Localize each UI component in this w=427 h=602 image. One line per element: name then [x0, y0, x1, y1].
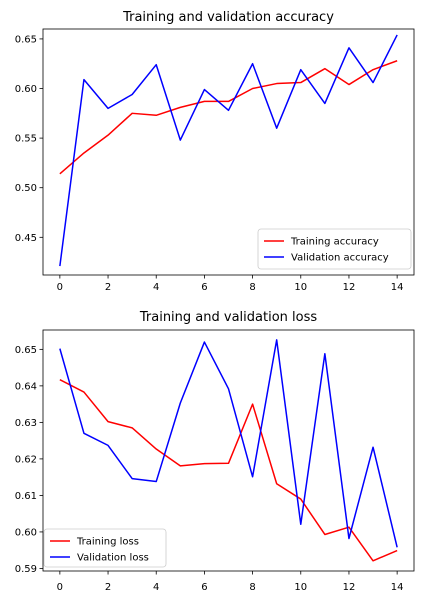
y-tick-label: 0.61	[15, 491, 37, 502]
y-tick-label: 0.45	[15, 233, 37, 244]
series-line-validation	[59, 34, 398, 267]
legend: Training accuracy Validation accuracy	[257, 228, 412, 270]
x-tick-label: 8	[249, 282, 255, 293]
chart-title: Training and validation loss	[139, 310, 317, 325]
y-tick-label: 0.50	[15, 183, 37, 194]
y-tick-label: 0.64	[15, 381, 37, 392]
y-tick-label: 0.60	[15, 527, 37, 538]
y-tick-label: 0.65	[15, 345, 37, 356]
plot-frame	[42, 28, 415, 276]
legend-label: Validation loss	[77, 553, 149, 564]
x-tick-label: 10	[294, 282, 307, 293]
x-tick-label: 2	[105, 282, 111, 293]
chart-accuracy: Training and validation accuracy 0 2 4 6 8 10 1…	[15, 10, 415, 293]
legend-label: Training loss	[76, 537, 139, 548]
x-tick-label: 14	[391, 282, 404, 293]
legend: Training loss Validation loss	[43, 528, 167, 568]
series-line-training	[59, 60, 398, 175]
chart-title: Training and validation accuracy	[122, 10, 334, 25]
x-tick-label: 0	[57, 282, 63, 293]
chart-loss: Training and validation loss 0 2 4 6 8 10 12 14 0…	[15, 310, 415, 593]
y-tick-label: 0.59	[15, 564, 37, 575]
x-tick-label: 4	[153, 582, 159, 593]
x-tick-label: 10	[294, 582, 307, 593]
legend-box	[43, 528, 167, 568]
y-tick-label: 0.63	[15, 418, 37, 429]
x-tick-label: 4	[153, 282, 159, 293]
x-tick-label: 6	[201, 282, 207, 293]
x-tick-label: 12	[343, 282, 356, 293]
x-tick-label: 2	[105, 582, 111, 593]
series-line-training	[59, 378, 398, 562]
x-tick-label: 6	[201, 582, 207, 593]
plot-frame	[42, 329, 415, 572]
y-tick-label: 0.62	[15, 454, 37, 465]
y-tick-label: 0.60	[15, 84, 37, 95]
x-tick-label: 0	[57, 582, 63, 593]
y-tick-label: 0.65	[15, 34, 37, 45]
x-tick-label: 8	[249, 582, 255, 593]
legend-box	[257, 228, 412, 270]
x-tick-label: 12	[343, 582, 356, 593]
x-tick-label: 14	[391, 582, 404, 593]
series-line-validation	[59, 339, 398, 548]
legend-label: Validation accuracy	[291, 253, 389, 264]
y-tick-label: 0.55	[15, 134, 37, 145]
legend-label: Training accuracy	[290, 237, 379, 248]
